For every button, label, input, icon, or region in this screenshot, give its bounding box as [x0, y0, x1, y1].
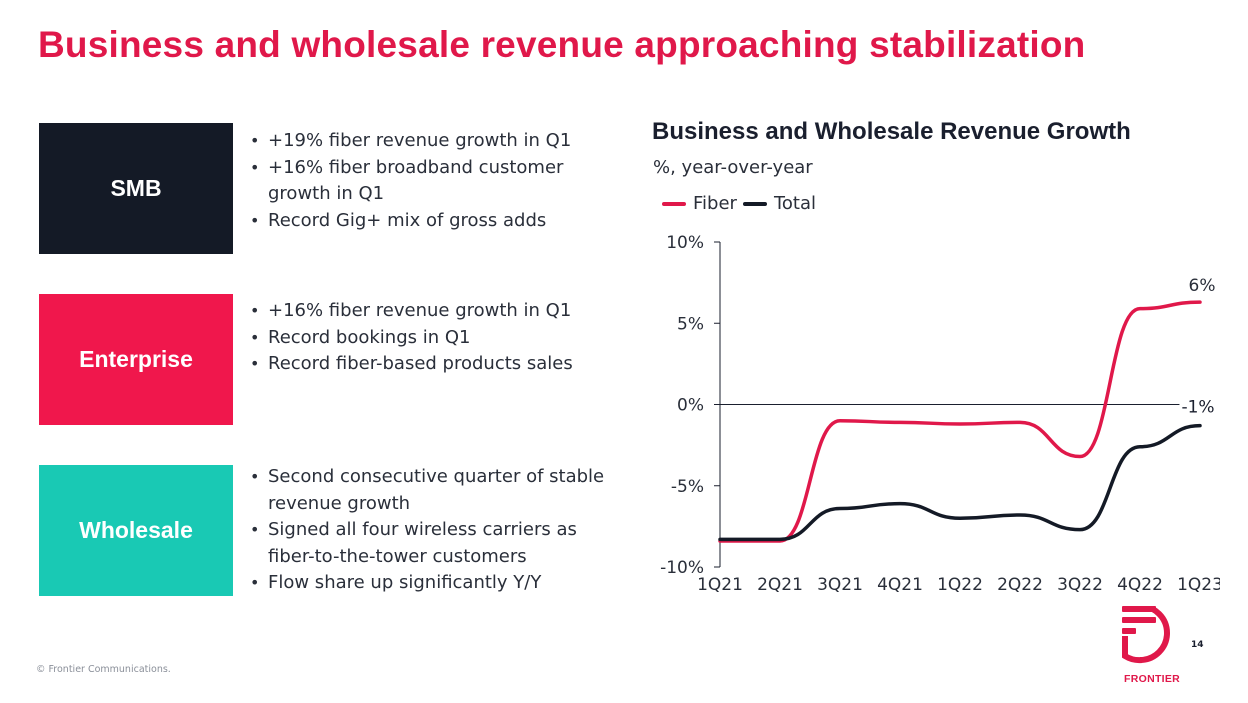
segment-bullets-enterprise: +16% fiber revenue growth in Q1 Record b…	[248, 298, 618, 378]
page-title: Business and wholesale revenue approachi…	[38, 24, 1086, 65]
chart-subtitle: %, year-over-year	[653, 157, 813, 178]
segment-box-enterprise: Enterprise	[39, 294, 233, 425]
bullet-item: Second consecutive quarter of stable rev…	[248, 464, 618, 517]
x-tick-label: 1Q22	[937, 575, 983, 595]
bullet-item: +16% fiber revenue growth in Q1	[248, 298, 618, 325]
bullet-item: Record bookings in Q1	[248, 325, 618, 352]
segment-label: Enterprise	[79, 346, 193, 372]
logo-wordmark: FRONTIER	[1124, 673, 1181, 685]
segment-bullets-smb: +19% fiber revenue growth in Q1 +16% fib…	[248, 128, 618, 234]
end-label-fiber: 6%	[1189, 276, 1216, 296]
frontier-logo-icon	[1122, 606, 1170, 664]
segment-label: SMB	[110, 175, 162, 201]
series-line-fiber	[718, 300, 1202, 543]
line-chart: 10% 5% 0% -5% -10%1Q21 2Q21 3Q21 4Q21 1Q22 2Q22 3Q…	[660, 233, 1220, 595]
x-tick-label: 1Q23	[1177, 575, 1220, 595]
y-tick-label: -5%	[671, 477, 704, 497]
legend-item-total: Total	[742, 193, 816, 214]
bullet-item: Signed all four wireless carriers as fib…	[248, 517, 618, 570]
chart-legend: Fiber Total	[662, 193, 822, 214]
copyright-text: © Frontier Communications.	[36, 664, 171, 675]
legend-label: Fiber	[693, 193, 737, 214]
x-tick-label: 2Q21	[757, 575, 803, 595]
legend-swatch-total	[742, 201, 767, 206]
bullet-item: +16% fiber broadband customer growth in …	[248, 155, 618, 208]
end-label-bg	[1179, 397, 1217, 418]
legend-label: Total	[773, 193, 816, 214]
series-line-total	[718, 423, 1202, 542]
bullet-item: Record Gig+ mix of gross adds	[248, 208, 618, 235]
bullet-item: +19% fiber revenue growth in Q1	[248, 128, 618, 155]
chart-title: Business and Wholesale Revenue Growth	[652, 118, 1131, 145]
x-tick-label: 3Q22	[1057, 575, 1103, 595]
x-tick-label: 3Q21	[817, 575, 863, 595]
segment-bullets-wholesale: Second consecutive quarter of stable rev…	[248, 464, 618, 597]
legend-swatch-fiber	[662, 201, 686, 206]
page-number: 14	[1191, 640, 1204, 650]
y-tick-label: 10%	[666, 233, 704, 253]
x-tick-label: 2Q22	[997, 575, 1043, 595]
y-tick-label: -10%	[660, 558, 704, 578]
y-tick-label: 5%	[677, 314, 704, 334]
x-tick-label: 4Q21	[877, 575, 923, 595]
bullet-item: Flow share up significantly Y/Y	[248, 570, 618, 597]
bullet-item: Record fiber-based products sales	[248, 351, 618, 378]
segment-label: Wholesale	[79, 517, 193, 543]
end-label-total: -1%	[1181, 398, 1214, 418]
x-tick-label: 4Q22	[1117, 575, 1163, 595]
segment-box-smb: SMB	[39, 123, 233, 254]
segment-box-wholesale: Wholesale	[39, 465, 233, 596]
y-tick-label: 0%	[677, 396, 704, 416]
legend-item-fiber: Fiber	[662, 193, 737, 214]
x-tick-label: 1Q21	[697, 575, 743, 595]
